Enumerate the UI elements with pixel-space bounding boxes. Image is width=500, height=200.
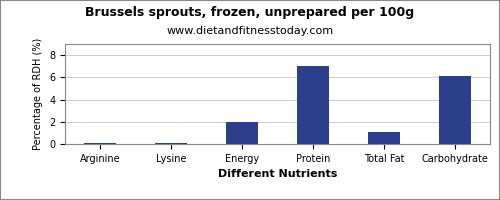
X-axis label: Different Nutrients: Different Nutrients [218, 169, 337, 179]
Bar [155, 143, 187, 144]
Bar [226, 122, 258, 144]
Bar [84, 143, 116, 144]
Text: Brussels sprouts, frozen, unprepared per 100g: Brussels sprouts, frozen, unprepared per… [86, 6, 414, 19]
Bar [439, 76, 470, 144]
Y-axis label: Percentage of RDH (%): Percentage of RDH (%) [34, 38, 43, 150]
Text: www.dietandfitnesstoday.com: www.dietandfitnesstoday.com [166, 26, 334, 36]
Bar [368, 132, 400, 144]
Bar [297, 66, 329, 144]
